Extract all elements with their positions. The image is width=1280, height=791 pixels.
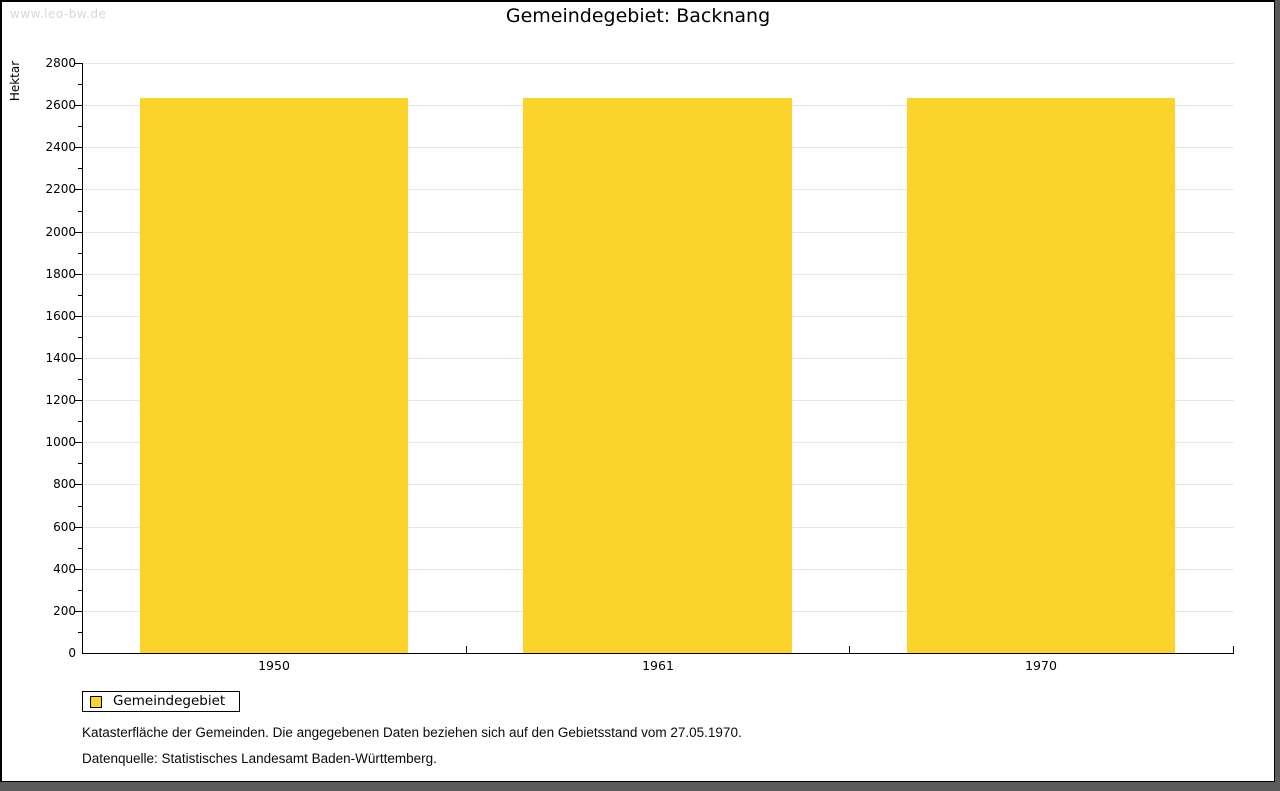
x-axis-tick	[849, 646, 850, 653]
y-axis-minor-tick	[78, 632, 82, 633]
y-axis-tick	[75, 527, 82, 528]
y-axis-tick	[75, 442, 82, 443]
y-axis-minor-tick	[78, 295, 82, 296]
y-axis-tick-label: 800	[53, 477, 76, 491]
watermark: www.leo-bw.de	[10, 7, 107, 21]
bar-1961	[523, 98, 792, 653]
y-axis-minor-tick	[78, 590, 82, 591]
gridline	[83, 63, 1234, 64]
y-axis-tick	[75, 274, 82, 275]
y-axis-tick-label: 2600	[45, 98, 76, 112]
y-axis-tick-label: 600	[53, 520, 76, 534]
y-axis-tick	[75, 63, 82, 64]
x-axis-tick-label: 1970	[1025, 658, 1057, 673]
y-axis-minor-tick	[78, 168, 82, 169]
y-axis-tick-label: 1400	[45, 351, 76, 365]
y-axis-tick	[75, 484, 82, 485]
y-axis-minor-tick	[78, 211, 82, 212]
y-axis-tick	[75, 316, 82, 317]
x-axis-tick	[466, 646, 467, 653]
y-axis-minor-tick	[78, 463, 82, 464]
y-axis-tick-label: 200	[53, 604, 76, 618]
y-axis-tick-label: 2400	[45, 140, 76, 154]
y-axis-minor-tick	[78, 84, 82, 85]
y-axis-tick	[75, 105, 82, 106]
y-axis-minor-tick	[78, 126, 82, 127]
y-axis-tick-label: 2000	[45, 225, 76, 239]
legend-swatch	[90, 695, 102, 708]
y-axis-tick-label: 2200	[45, 182, 76, 196]
x-axis-tick-label: 1961	[642, 658, 674, 673]
legend-label: Gemeindegebiet	[113, 693, 226, 709]
y-axis-minor-tick	[78, 379, 82, 380]
bar-1950	[139, 98, 409, 653]
y-axis-tick-label: 400	[53, 562, 76, 576]
y-axis-tick	[75, 232, 82, 233]
y-axis-tick	[75, 189, 82, 190]
y-axis-tick-label: 1600	[45, 309, 76, 323]
footnote-text: Katasterfläche der Gemeinden. Die angege…	[82, 725, 742, 740]
y-axis-minor-tick	[78, 421, 82, 422]
y-axis-minor-tick	[78, 337, 82, 338]
y-axis-tick	[75, 147, 82, 148]
plot-area	[82, 63, 1234, 654]
y-axis-tick-label: 2800	[45, 56, 76, 70]
y-axis-tick	[75, 569, 82, 570]
y-axis-tick	[75, 611, 82, 612]
y-axis-tick-label: 1200	[45, 393, 76, 407]
legend: Gemeindegebiet	[82, 691, 241, 712]
y-axis-tick-label: 1000	[45, 435, 76, 449]
bar-1970	[906, 98, 1176, 653]
y-axis-tick	[75, 400, 82, 401]
y-axis-minor-tick	[78, 548, 82, 549]
data-source-text: Datenquelle: Statistisches Landesamt Bad…	[82, 751, 437, 766]
chart-title: Gemeindegebiet: Backnang	[505, 5, 771, 27]
x-axis-tick	[1233, 646, 1234, 653]
y-axis-minor-tick	[78, 253, 82, 254]
x-axis-tick-label: 1950	[258, 658, 290, 673]
y-axis-minor-tick	[78, 506, 82, 507]
y-axis-tick-label: 1800	[45, 267, 76, 281]
y-axis-tick	[75, 358, 82, 359]
y-axis-tick-label: 0	[68, 646, 76, 660]
